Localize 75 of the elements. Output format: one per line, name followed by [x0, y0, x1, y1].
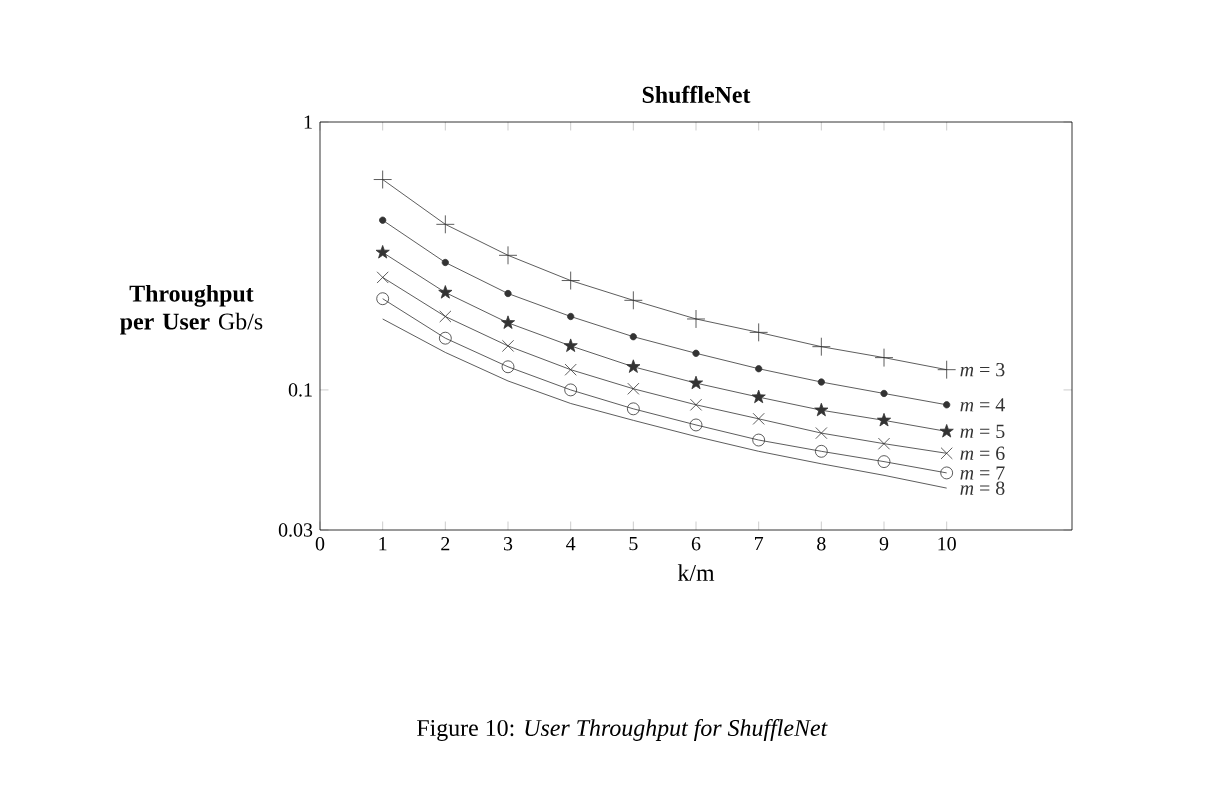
x-tick-label: 0 [315, 537, 325, 551]
x-tick-label: 6 [691, 537, 701, 551]
x-tick-label: 3 [503, 537, 513, 551]
point [752, 412, 765, 425]
point [500, 315, 516, 329]
x-axis-title: k/m [677, 564, 715, 581]
series-label: m = 4 [960, 398, 1005, 412]
x-tick-label: 1 [379, 537, 387, 551]
point [940, 466, 954, 480]
point [438, 331, 452, 345]
point [435, 214, 455, 234]
point [501, 339, 515, 352]
point [686, 309, 706, 329]
point [373, 170, 393, 189]
x-tick-label: 5 [629, 537, 638, 551]
point [877, 455, 891, 468]
point [939, 424, 954, 438]
y-axis-title: Throughput per User Gb/s [120, 284, 263, 335]
series-label: m = 6 [960, 446, 1005, 460]
point [688, 375, 704, 390]
point [627, 382, 640, 395]
point [563, 338, 578, 352]
point [439, 310, 452, 323]
series-label: m = 7 [960, 466, 1005, 480]
y-tick-label: 0.1 [288, 383, 312, 397]
point [376, 271, 389, 284]
series-label: m = 5 [960, 424, 1005, 439]
point [501, 360, 515, 374]
point [817, 378, 825, 386]
x-tick-label: 7 [755, 537, 764, 551]
point [880, 389, 888, 398]
point [629, 333, 637, 341]
point [877, 437, 891, 450]
point [749, 323, 769, 342]
point [937, 360, 957, 380]
chart-title: ShuffleNet [642, 85, 751, 103]
point [375, 245, 390, 259]
x-tick-label: 4 [566, 537, 576, 551]
series-label: m = 8 [960, 481, 1005, 495]
y-tick-label: 0.03 [278, 523, 313, 537]
point [438, 285, 453, 299]
point [376, 292, 390, 306]
point [814, 444, 828, 458]
point [626, 359, 641, 373]
point [752, 433, 766, 447]
point [692, 349, 700, 357]
x-tick-label: 2 [441, 537, 450, 551]
point [815, 427, 828, 440]
caption: Figure 10: User Throughput for ShuffleNet [417, 718, 828, 741]
point [943, 401, 951, 409]
point [814, 402, 829, 417]
point [874, 348, 894, 367]
point [811, 337, 831, 357]
y-tick-label: 1 [304, 115, 312, 129]
line-series [382, 318, 948, 489]
point [689, 398, 703, 411]
point [561, 271, 581, 290]
x-tick-label: 8 [817, 537, 826, 551]
point [755, 365, 763, 373]
point [564, 383, 578, 397]
point [689, 418, 703, 432]
point [441, 258, 449, 267]
series-label: m = 3 [960, 362, 1005, 377]
point [751, 389, 766, 404]
x-tick-label: 10 [938, 537, 956, 551]
point [623, 290, 643, 310]
point [379, 216, 387, 224]
x-tick-label: 9 [879, 537, 889, 551]
point [564, 363, 577, 376]
point [498, 245, 518, 265]
point [876, 412, 892, 427]
point [626, 402, 640, 416]
point [504, 289, 512, 298]
point [940, 447, 953, 460]
point [567, 312, 575, 321]
